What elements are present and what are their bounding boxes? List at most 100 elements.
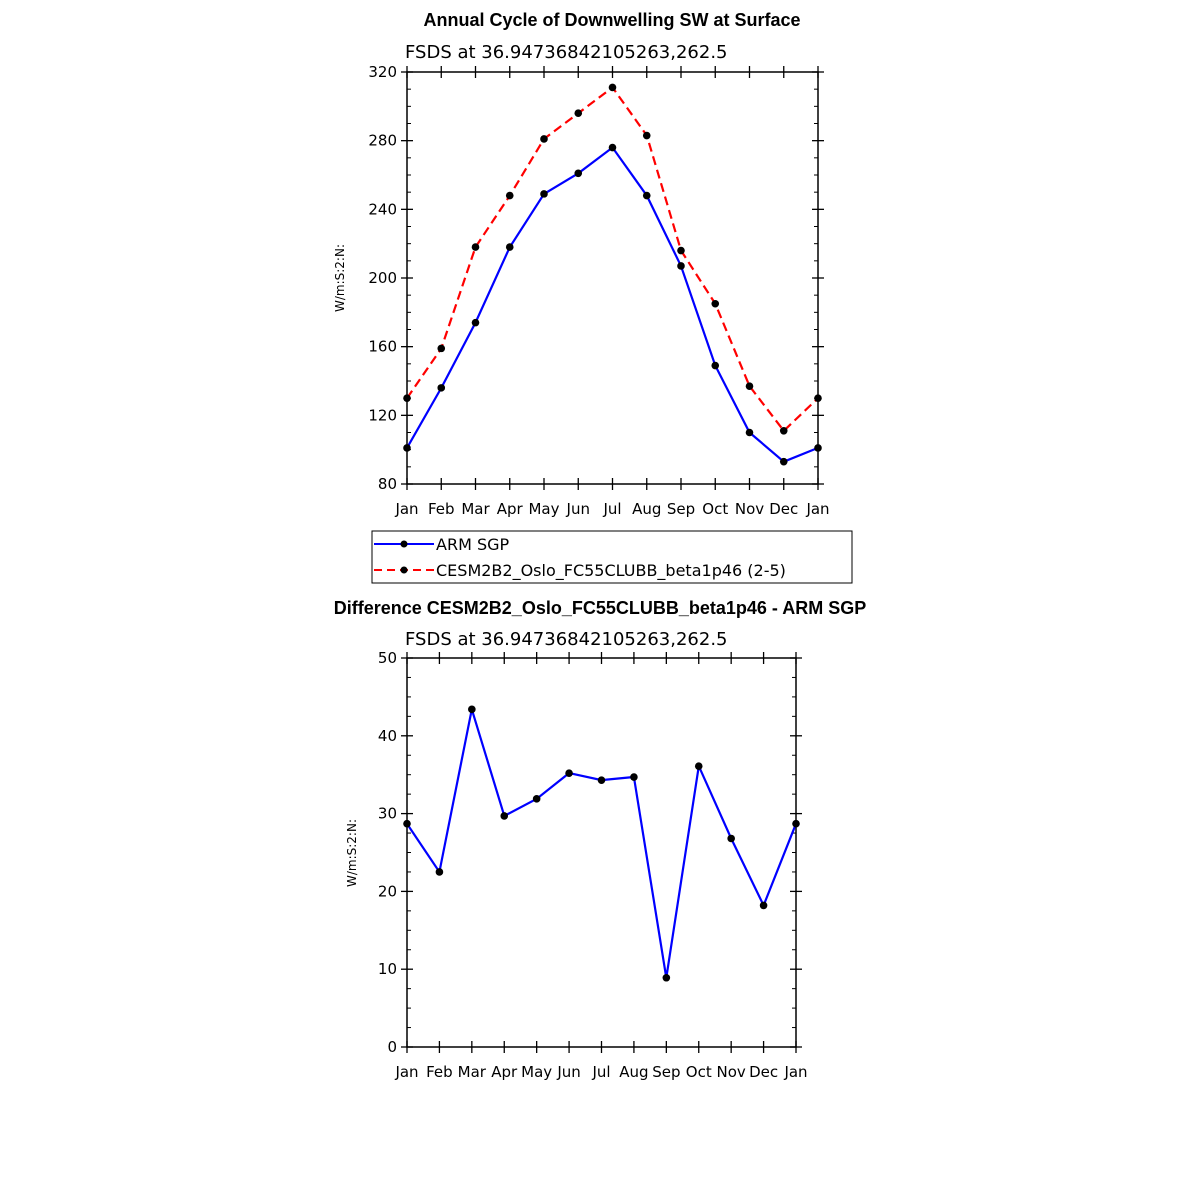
- chart-title: Annual Cycle of Downwelling SW at Surfac…: [423, 10, 800, 30]
- data-point: [574, 169, 583, 178]
- x-tick-label: Jun: [566, 500, 590, 518]
- data-point: [468, 705, 476, 714]
- y-tick-label: 0: [387, 1038, 397, 1056]
- x-tick-label: Jul: [602, 500, 621, 518]
- data-point: [694, 762, 703, 770]
- data-point: [540, 190, 548, 198]
- x-tick-label: Jul: [591, 1063, 610, 1081]
- data-point: [540, 135, 548, 143]
- y-tick-label: 10: [378, 960, 397, 978]
- x-tick-label: Aug: [619, 1063, 648, 1081]
- x-tick-label: Nov: [717, 1063, 746, 1081]
- data-point: [711, 299, 720, 308]
- x-tick-label: May: [528, 500, 559, 518]
- x-tick-label: Aug: [632, 500, 661, 518]
- x-tick-label: Oct: [686, 1063, 712, 1081]
- x-tick-label: May: [521, 1063, 552, 1081]
- legend-entry-arm-sgp: ARM SGP: [374, 535, 510, 554]
- legend-swatch-marker: [400, 540, 408, 548]
- x-tick-label: Jan: [805, 500, 829, 518]
- data-point: [711, 361, 720, 370]
- y-tick-label: 30: [378, 805, 397, 823]
- y-tick-label: 40: [378, 727, 397, 745]
- x-tick-label: Mar: [458, 1063, 487, 1081]
- data-point: [505, 191, 514, 200]
- data-point: [500, 812, 509, 820]
- data-point: [505, 243, 514, 251]
- plot-frame: [406, 71, 819, 485]
- data-point: [642, 131, 651, 140]
- x-tick-label: Dec: [749, 1063, 778, 1081]
- x-tick-label: Jun: [556, 1063, 580, 1081]
- y-tick-label: 20: [378, 882, 397, 900]
- x-tick-label: Feb: [426, 1063, 453, 1081]
- x-tick-label: Dec: [769, 500, 798, 518]
- legend-box: [371, 530, 853, 584]
- data-point: [779, 426, 788, 435]
- data-point: [435, 868, 444, 876]
- y-tick-label: 280: [368, 132, 397, 150]
- data-point: [745, 428, 754, 437]
- legend-entry-cesm: CESM2B2_Oslo_FC55CLUBB_beta1p46 (2-5): [374, 561, 786, 581]
- plot-axes: 80 120 160 200 240 280 320 Jan Feb Mar Apr May Jun Ju…: [368, 63, 829, 518]
- data-point: [403, 394, 411, 402]
- data-point: [608, 143, 617, 152]
- x-tick-label: Sep: [652, 1063, 680, 1081]
- data-point: [759, 901, 768, 910]
- series-line: [406, 145, 819, 463]
- y-tick-label: 200: [368, 269, 397, 287]
- data-point: [565, 769, 573, 777]
- series-line: [406, 708, 798, 978]
- y-tick-label: 240: [368, 200, 397, 218]
- data-point: [437, 344, 446, 353]
- data-point: [642, 191, 651, 200]
- y-axis-label: W/m:S:2:N:: [333, 244, 347, 312]
- x-tick-label: Apr: [491, 1063, 518, 1081]
- x-tick-label: Sep: [667, 500, 695, 518]
- chart-subtitle: FSDS at 36.94736842105263,262.5: [405, 42, 728, 63]
- y-tick-label: 120: [368, 406, 397, 424]
- data-point: [745, 382, 754, 390]
- x-tick-label: Jan: [394, 500, 418, 518]
- data-point: [727, 834, 735, 843]
- annual-cycle-chart: Annual Cycle of Downwelling SW at Surfac…: [333, 10, 830, 518]
- data-point: [662, 973, 671, 982]
- data-point: [677, 262, 685, 270]
- data-point: [403, 444, 411, 452]
- x-tick-label: Mar: [461, 500, 490, 518]
- y-tick-label: 80: [378, 475, 397, 493]
- y-tick-label: 160: [368, 338, 397, 356]
- chart-subtitle: FSDS at 36.94736842105263,262.5: [405, 629, 728, 650]
- data-point: [779, 457, 788, 466]
- data-point: [471, 318, 480, 327]
- x-tick-label: Jan: [783, 1063, 807, 1081]
- data-point: [574, 109, 583, 117]
- chart-title: Difference CESM2B2_Oslo_FC55CLUBB_beta1p…: [334, 598, 866, 618]
- series-line: [406, 85, 819, 433]
- data-point: [608, 83, 617, 92]
- legend: ARM SGP CESM2B2_Oslo_FC55CLUBB_beta1p46 …: [371, 530, 853, 584]
- data-point: [630, 773, 638, 781]
- y-tick-label: 320: [368, 63, 397, 81]
- x-tick-label: Nov: [735, 500, 764, 518]
- difference-chart: Difference CESM2B2_Oslo_FC55CLUBB_beta1p…: [334, 598, 866, 1081]
- plot-axes: 0 10 20 30 40 50 Jan Feb Mar Apr May Jun Jul Aug Sep Oc…: [378, 649, 808, 1081]
- data-point: [471, 243, 480, 251]
- data-point: [814, 394, 822, 402]
- x-tick-label: Apr: [497, 500, 524, 518]
- x-tick-label: Jan: [394, 1063, 418, 1081]
- legend-swatch-marker: [400, 566, 408, 574]
- data-point: [532, 795, 541, 803]
- legend-label: ARM SGP: [436, 535, 510, 554]
- plot-marks: [403, 83, 822, 466]
- y-axis-label: W/m:S:2:N:: [345, 819, 359, 887]
- legend-label: CESM2B2_Oslo_FC55CLUBB_beta1p46 (2-5): [436, 561, 786, 581]
- data-point: [814, 444, 822, 452]
- data-point: [597, 776, 606, 784]
- data-point: [437, 384, 446, 392]
- data-point: [792, 819, 800, 828]
- data-point: [677, 246, 685, 255]
- x-tick-label: Feb: [428, 500, 455, 518]
- data-point: [403, 819, 411, 828]
